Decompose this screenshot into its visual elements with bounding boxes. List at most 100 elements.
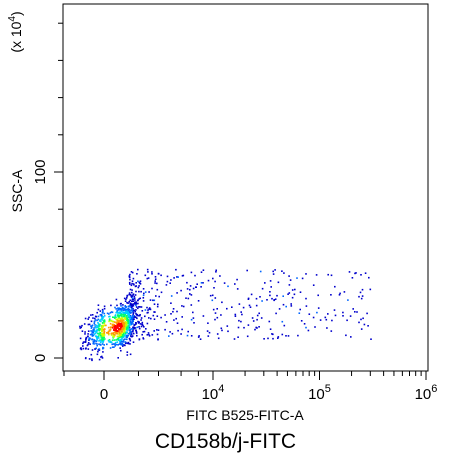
data-point bbox=[101, 333, 104, 335]
data-point bbox=[252, 320, 255, 322]
data-point bbox=[87, 323, 90, 326]
data-point bbox=[130, 319, 132, 321]
data-point bbox=[108, 339, 111, 341]
data-point bbox=[190, 271, 193, 274]
data-point bbox=[152, 299, 154, 302]
data-point bbox=[129, 333, 132, 336]
data-point bbox=[93, 339, 95, 341]
data-point bbox=[360, 274, 362, 276]
data-point bbox=[347, 299, 349, 301]
data-point bbox=[93, 320, 96, 323]
data-point bbox=[139, 323, 142, 325]
data-point bbox=[110, 304, 112, 307]
data-point bbox=[121, 328, 124, 331]
data-point bbox=[277, 337, 279, 339]
data-point bbox=[88, 337, 91, 339]
data-point bbox=[154, 282, 156, 284]
data-point bbox=[121, 306, 124, 309]
data-point bbox=[142, 331, 144, 333]
data-point bbox=[102, 334, 104, 337]
data-point bbox=[110, 319, 113, 322]
data-point bbox=[101, 322, 104, 324]
data-point bbox=[147, 271, 149, 273]
data-point bbox=[137, 280, 139, 283]
data-point bbox=[154, 278, 157, 280]
data-point bbox=[109, 315, 111, 318]
data-point bbox=[157, 329, 160, 331]
data-point bbox=[131, 328, 134, 330]
data-point bbox=[133, 324, 135, 327]
data-point bbox=[226, 307, 228, 310]
data-point bbox=[98, 325, 101, 327]
data-point bbox=[112, 332, 114, 335]
data-point bbox=[100, 314, 103, 316]
data-point bbox=[104, 338, 106, 340]
data-point bbox=[121, 315, 123, 317]
data-point bbox=[120, 324, 123, 326]
data-point bbox=[135, 301, 137, 303]
data-point bbox=[351, 277, 354, 279]
data-point bbox=[122, 321, 125, 323]
data-point bbox=[133, 295, 136, 298]
data-point bbox=[325, 318, 328, 321]
data-point bbox=[139, 283, 142, 285]
data-point bbox=[79, 347, 82, 350]
data-point bbox=[116, 322, 118, 325]
data-point bbox=[119, 332, 121, 335]
data-point bbox=[153, 303, 156, 305]
data-point bbox=[246, 269, 248, 272]
data-point bbox=[156, 333, 159, 336]
data-point bbox=[108, 319, 111, 321]
data-point bbox=[282, 295, 284, 297]
data-point bbox=[124, 305, 127, 307]
data-point bbox=[91, 349, 94, 351]
data-point bbox=[130, 306, 133, 309]
data-point bbox=[124, 344, 126, 347]
data-point bbox=[137, 299, 139, 301]
data-point bbox=[264, 282, 266, 284]
data-point bbox=[116, 338, 119, 341]
data-point bbox=[89, 343, 91, 345]
data-point bbox=[130, 335, 132, 338]
data-point bbox=[362, 317, 364, 320]
data-point bbox=[129, 299, 131, 302]
y-axis-multiplier-label: (x 104) bbox=[7, 11, 24, 52]
data-point bbox=[97, 315, 100, 318]
data-point bbox=[137, 268, 139, 271]
data-point bbox=[89, 333, 92, 336]
data-point bbox=[114, 345, 116, 347]
data-point bbox=[148, 307, 151, 309]
data-point bbox=[330, 274, 333, 277]
data-point bbox=[144, 315, 146, 318]
data-point bbox=[157, 273, 160, 275]
data-point bbox=[113, 329, 115, 332]
data-point bbox=[125, 324, 127, 327]
data-point bbox=[135, 304, 137, 307]
data-point bbox=[135, 303, 138, 305]
x-tick-label: 104 bbox=[202, 383, 225, 403]
data-point bbox=[94, 332, 97, 335]
data-point bbox=[123, 344, 125, 346]
data-point bbox=[120, 318, 122, 320]
data-point bbox=[86, 344, 89, 347]
data-point bbox=[248, 304, 251, 307]
data-point bbox=[236, 288, 239, 290]
data-point bbox=[152, 314, 155, 317]
data-point bbox=[134, 299, 136, 301]
data-point bbox=[141, 333, 143, 336]
data-point bbox=[123, 327, 125, 330]
data-point bbox=[186, 288, 189, 290]
data-point bbox=[269, 328, 272, 330]
data-point bbox=[119, 341, 121, 343]
data-point bbox=[129, 288, 132, 291]
data-point bbox=[307, 329, 310, 332]
y-tick-label: 0 bbox=[32, 354, 49, 362]
data-point bbox=[269, 291, 271, 293]
data-point bbox=[109, 347, 112, 349]
data-point bbox=[255, 326, 257, 329]
data-point bbox=[115, 332, 117, 335]
data-point bbox=[113, 335, 115, 338]
data-point bbox=[360, 318, 362, 321]
data-point bbox=[149, 299, 152, 301]
data-point bbox=[305, 273, 307, 275]
